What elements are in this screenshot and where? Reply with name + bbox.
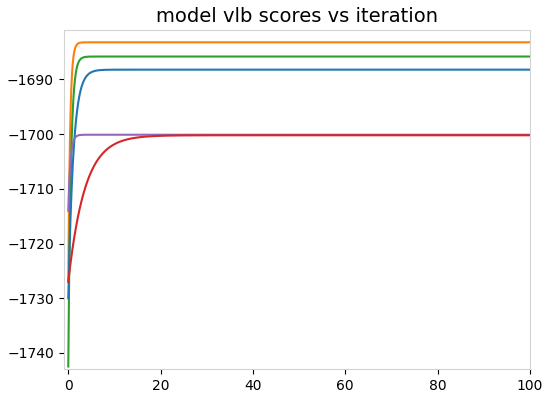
- Title: model vlb scores vs iteration: model vlb scores vs iteration: [156, 7, 438, 26]
